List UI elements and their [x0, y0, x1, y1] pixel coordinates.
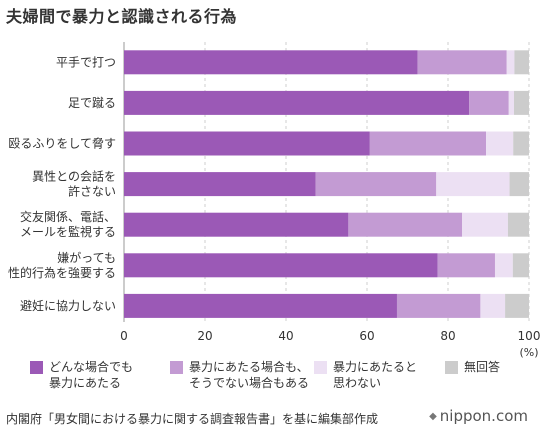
bar-segment — [124, 293, 397, 318]
x-tick-label: 0 — [120, 329, 128, 343]
bar-segment — [396, 293, 481, 318]
x-tick-label: 20 — [197, 329, 212, 343]
legend-label: どんな場合でも 暴力にあたる — [49, 360, 134, 390]
category-label: 平手で打つ — [56, 55, 116, 69]
bar-segment — [480, 293, 506, 318]
category-label: 足で蹴る — [68, 96, 116, 110]
source-note: 内閣府「男女間における暴力に関する調査報告書」を基に編集部作成 — [6, 412, 379, 426]
category-label: 殴るふりをして脅す — [8, 136, 116, 151]
category-label: 異性との会話を許さない — [32, 169, 116, 199]
legend-label: 暴力にあたる場合も、 そうでない場合もある — [189, 360, 310, 390]
category-label-layer: 平手で打つ足で蹴る殴るふりをして脅す異性との会話を許さない交友関係、電話、メール… — [8, 55, 116, 313]
legend: どんな場合でも 暴力にあたる 暴力にあたる場合も、 そうでない場合もある 暴力にあた… — [30, 359, 530, 395]
x-tick-label: 80 — [440, 329, 455, 343]
bar-segment — [124, 212, 349, 237]
x-tick-label: 100 — [518, 329, 540, 343]
bar-segment — [124, 50, 418, 75]
bar-segment — [509, 172, 529, 197]
bar-segment — [417, 50, 507, 75]
x-tick-label: 40 — [278, 329, 293, 343]
legend-label: 暴力にあたると 思わない — [333, 360, 418, 390]
legend-swatch — [314, 361, 327, 374]
bar-segment — [505, 293, 529, 318]
bar-segment — [124, 131, 370, 156]
bar-segment — [436, 172, 510, 197]
bar-segment — [369, 131, 487, 156]
bar-segment — [486, 131, 514, 156]
brand-name: nippon.com — [439, 407, 528, 425]
legend-item: 暴力にあたると 思わない — [314, 359, 417, 391]
bar-segment — [514, 50, 529, 75]
bar-segment — [469, 90, 509, 115]
legend-label: 無回答 — [464, 360, 501, 374]
legend-swatch — [445, 361, 458, 374]
category-label: 嫌がっても性的行為を強要する — [8, 250, 116, 280]
bar-segment — [506, 50, 515, 75]
brand-diamond-icon: ◆ — [429, 410, 437, 422]
bar-segment — [512, 253, 529, 278]
bar-segment — [507, 212, 529, 237]
bar-segment — [494, 253, 513, 278]
x-unit-label: (%) — [519, 346, 538, 359]
chart-title: 夫婦間で暴力と認識される行為 — [6, 7, 238, 26]
x-tick-label: 60 — [359, 329, 374, 343]
legend-swatch — [170, 361, 183, 374]
bar-segment — [124, 253, 438, 278]
category-label: 避妊に協力しない — [20, 298, 116, 313]
category-label: 交友関係、電話、メールを監視する — [20, 209, 116, 239]
bar-segment — [462, 212, 508, 237]
x-tick-layer: 0 20 40 60 80 100 (%) — [120, 329, 540, 359]
bar-segment — [513, 131, 529, 156]
legend-item: 無回答 — [445, 359, 500, 375]
bar-segment — [124, 90, 470, 115]
bar-segment — [437, 253, 495, 278]
bar-segment — [514, 90, 529, 115]
bar-segment — [124, 172, 316, 197]
brand-logo: ◆ nippon.com — [429, 407, 528, 425]
bar-segment — [348, 212, 463, 237]
legend-item: 暴力にあたる場合も、 そうでない場合もある — [170, 359, 309, 391]
bar-layer — [124, 50, 529, 318]
bar-segment — [508, 90, 515, 115]
legend-swatch — [30, 361, 43, 374]
bar-segment — [315, 172, 437, 197]
legend-item: どんな場合でも 暴力にあたる — [30, 359, 133, 391]
